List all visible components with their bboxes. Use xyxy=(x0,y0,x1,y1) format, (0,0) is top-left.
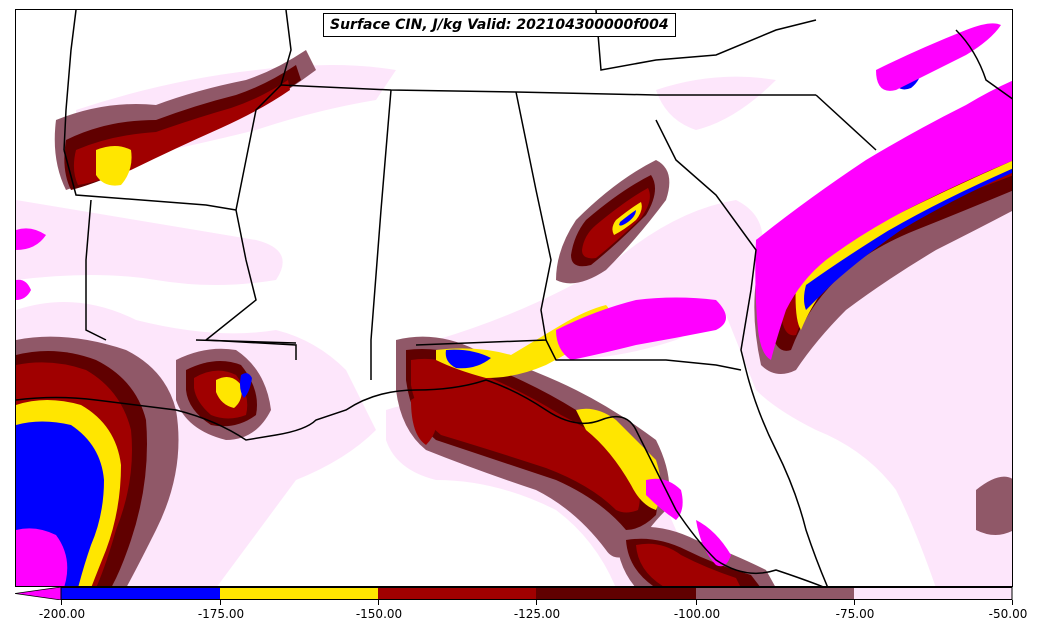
colorbar-tick-label: -150.00 xyxy=(355,607,403,621)
colorbar xyxy=(15,587,1013,600)
colorbar-tick xyxy=(220,600,221,605)
state-boundaries xyxy=(16,10,1012,586)
colorbar-tick-label: -100.00 xyxy=(673,607,721,621)
map-title: Surface CIN, J/kg Valid: 202104300000f00… xyxy=(323,13,676,37)
colorbar-tick-label: -75.00 xyxy=(835,607,875,621)
colorbar-tick xyxy=(696,600,697,605)
colorbar-bin-1 xyxy=(61,587,220,600)
colorbar-outline xyxy=(60,587,1013,600)
colorbar-tick xyxy=(854,600,855,605)
colorbar-bin-6 xyxy=(854,587,1012,600)
colorbar-under-triangle xyxy=(15,587,62,600)
colorbar-tick-label: -175.00 xyxy=(197,607,245,621)
colorbar-tick-label: -200.00 xyxy=(38,607,86,621)
cin-shading-magenta xyxy=(16,23,1012,586)
colorbar-tick-label: -125.00 xyxy=(513,607,561,621)
colorbar-tick-label: -50.00 xyxy=(988,607,1028,621)
cin-contour-map xyxy=(16,10,1012,586)
colorbar-tick xyxy=(536,600,537,605)
colorbar-tick xyxy=(378,600,379,605)
colorbar-bin-3 xyxy=(378,587,536,600)
colorbar-bin-2 xyxy=(220,587,378,600)
colorbar-bin-4 xyxy=(536,587,696,600)
colorbar-tick xyxy=(1012,600,1013,605)
colorbar-tick xyxy=(61,600,62,605)
colorbar-bin-5 xyxy=(696,587,854,600)
map-panel xyxy=(15,9,1013,587)
